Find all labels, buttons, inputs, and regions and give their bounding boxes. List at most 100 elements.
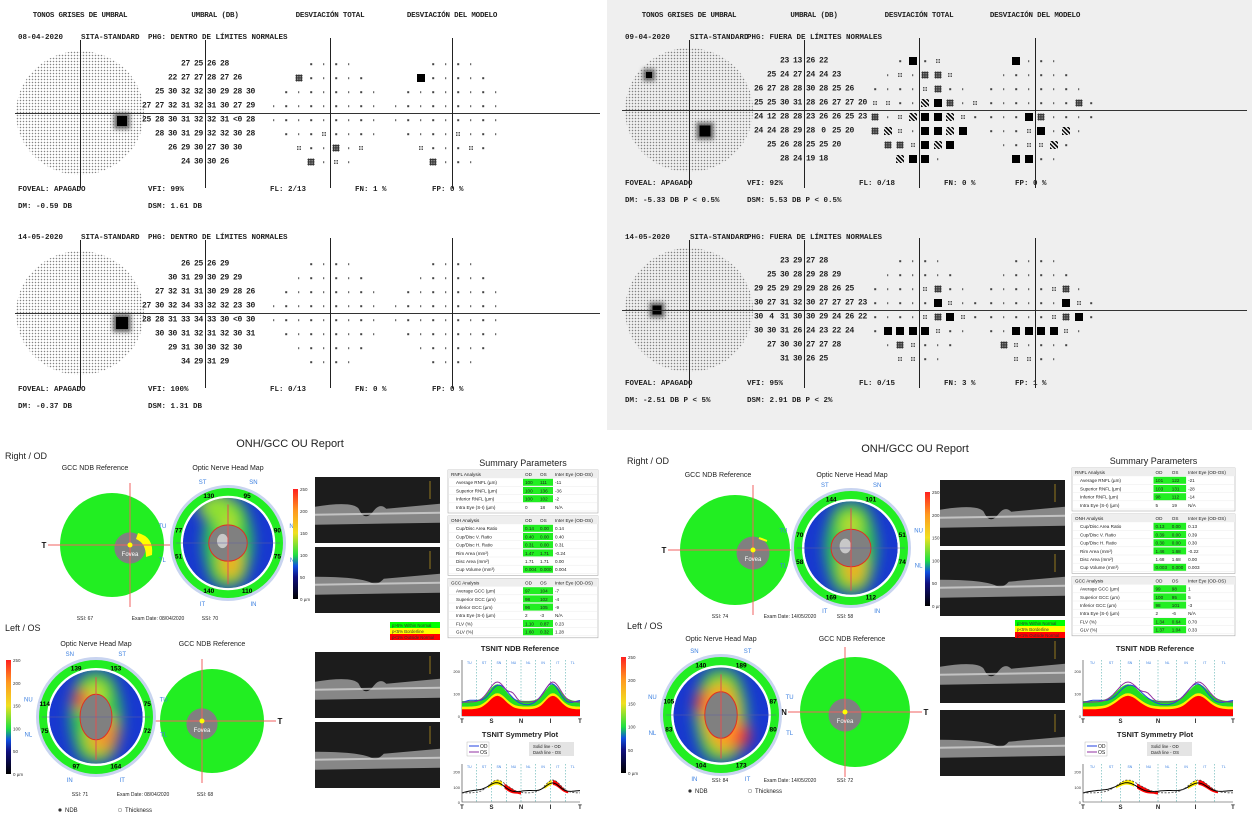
table-header: OS [1172,470,1179,475]
tsnit-sector-label: SN [1127,765,1132,769]
probability-symbol [432,291,435,293]
threshold-value: 30 [206,273,217,283]
scotoma-spot [646,72,652,78]
threshold-value: 26 [232,73,243,83]
probability-symbol [444,133,447,135]
mean-deviation: DM: -2.51 DB P < 5% [625,397,711,405]
sector-label: TU [786,695,794,701]
table-cell-od: 0.30 [1156,541,1165,546]
probability-symbol [924,302,927,304]
colorbar-tick: 250 [628,655,636,660]
table-header: Inter Eye (OD-OS) [1188,578,1226,583]
probability-symbol [322,333,325,335]
sector-label: IT [822,609,828,615]
tsnit-sector-label: NL [526,765,531,769]
fovea-marker [750,547,756,553]
thickness-radio[interactable]: Thickness [117,807,152,814]
threshold-value: 30 [206,87,217,97]
probability-symbol [494,133,497,135]
table-cell-inter-eye: 0.31 [555,543,564,548]
horizontal-meridian [15,313,600,315]
probability-symbol [457,291,460,293]
thickness-radio-label: Thickness [755,789,782,795]
probability-symbol [1049,141,1058,149]
threshold-value: 31 [779,312,790,322]
threshold-value: 29 [792,256,803,266]
threshold-value: 24 [779,70,790,80]
ndb-radio[interactable]: NDB [58,808,78,814]
sector-label: TL [159,558,167,564]
threshold-value: 28 [818,284,829,294]
probability-symbol [360,291,363,293]
probability-symbol [285,305,288,307]
table-cell-os: 0.32 [540,630,549,635]
table-row-label: FLV (%) [1080,619,1097,624]
threshold-value: 25 [766,284,777,294]
tsnit-x-tick: I [550,805,552,811]
visual-field-report-patient-1: TONOS GRISES DE UMBRAL UMBRAL (DB) DESVIAC… [0,0,603,430]
table-header: Inter Eye (OD-OS) [1188,516,1226,521]
probability-symbol [886,302,889,304]
threshold-value: 27 [766,84,777,94]
probability-symbol [1065,88,1068,90]
phg-result: PHG: FUERA DE LÍMITES NORMALES [747,34,883,42]
sector-thickness-value: 105 [663,699,674,706]
fovea-marker [199,718,205,724]
table-row-label: Cup/Disc Area Ratio [1080,524,1122,529]
gcc-ndb-map-od: FoveaTN [662,485,809,615]
table-cell-od: 1.10 [525,621,534,626]
threshold-value: 30 [219,315,230,325]
table-cell-os: 101 [1172,603,1180,608]
probability-symbol [946,99,954,107]
probability-symbol [372,291,375,293]
table-cell-inter-eye: 5 [1188,595,1191,600]
tsnit-sector-label: IN [1184,765,1188,769]
normal-cell-highlight [523,565,553,573]
probability-symbol [482,91,485,93]
threshold-value: 12 [766,112,777,122]
probability-symbol [419,119,422,121]
probability-symbol [432,119,435,121]
probability-symbol [1002,74,1005,76]
probability-symbol [910,342,916,348]
threshold-value: <0 [232,315,243,325]
threshold-value: 29 [219,357,230,367]
probability-symbol [347,77,350,79]
threshold-value: 25 [766,70,777,80]
table-header: OD [1156,578,1164,583]
test-date: 14-05-2020 [18,234,64,242]
tsnit-y-tick: 100 [1074,692,1081,697]
probability-symbol [1026,128,1032,134]
probability-symbol [297,305,300,307]
probability-symbol [1052,102,1055,104]
table-header: OD [525,472,533,477]
probability-symbol [874,316,877,318]
gcc-ndb-title-os: GCC NDB Reference [179,641,246,648]
probability-symbol [469,119,472,121]
threshold-value: 32 [193,87,204,97]
table-cell-inter-eye: N/A [1188,611,1197,616]
sector-label: NU [914,528,923,534]
probability-symbol [911,274,914,276]
normal-cell-highlight [1153,485,1187,492]
pattern-deviation-vertical-meridian [452,38,454,188]
thickness-radio[interactable]: Thickness [747,788,782,795]
probability-symbol [1013,356,1019,362]
probability-symbol [457,347,460,349]
sector-label: IN [67,778,73,784]
probability-symbol [494,105,497,107]
probability-symbol [469,91,472,93]
tsnit-sector-label: IN [541,765,545,769]
probability-symbol [310,305,313,307]
fovea-label: Fovea [837,719,854,725]
threshold-value: 32 [219,129,230,139]
table-header: Inter Eye (OD-OS) [555,472,593,477]
table-cell-od: 98 [525,597,531,602]
table-cell-od: 0.14 [525,526,534,531]
ndb-radio[interactable]: NDB [688,789,708,795]
probability-symbol [407,133,410,135]
table-cell-od: 1.68 [1156,557,1165,562]
probability-symbol [1065,344,1068,346]
probability-symbol [335,77,338,79]
